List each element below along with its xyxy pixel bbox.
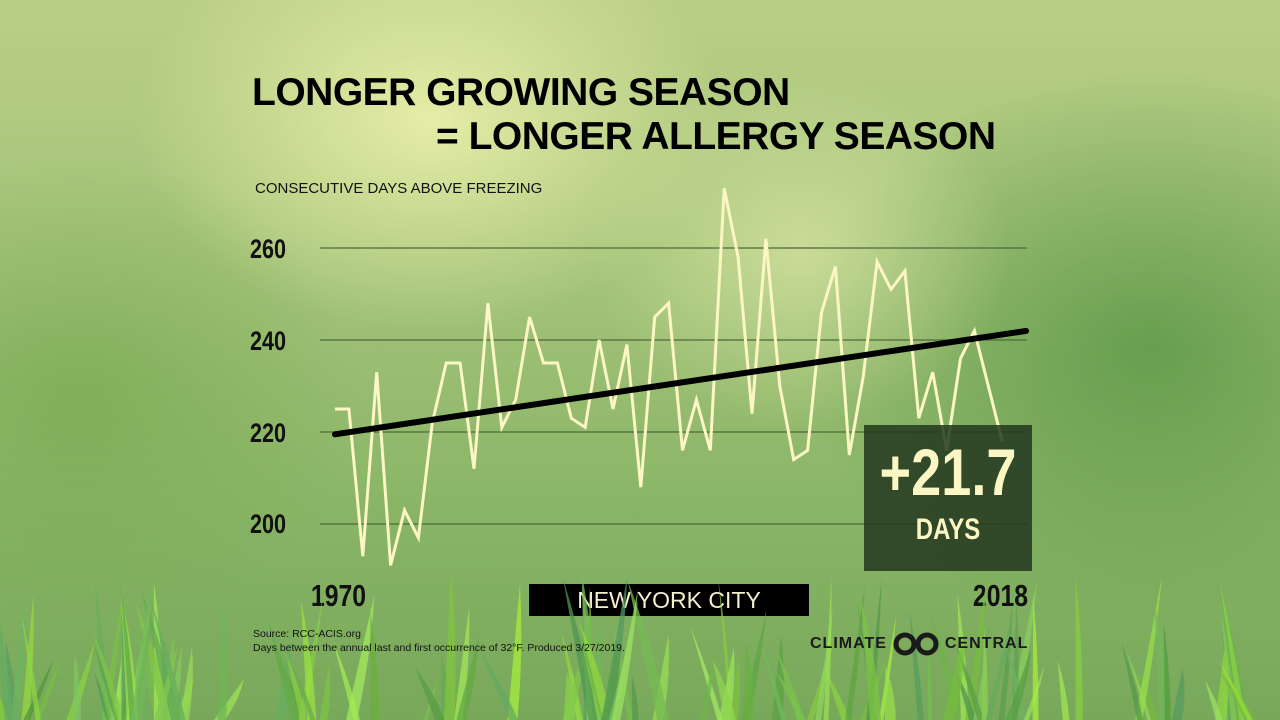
grass-blade — [92, 630, 125, 720]
grass-blade — [956, 672, 977, 720]
grass-blade — [627, 580, 669, 720]
grass-blade — [1057, 660, 1070, 720]
grass-blade — [909, 609, 924, 720]
grass-blade — [33, 656, 62, 720]
grass-blade — [285, 652, 308, 720]
grass-blade — [884, 665, 896, 720]
grass-blade — [10, 596, 26, 720]
grass-blade — [443, 572, 456, 720]
grass-blade — [72, 651, 81, 720]
grass-blade — [1219, 581, 1246, 720]
grass-blade — [479, 650, 519, 720]
trend-line — [332, 327, 1029, 438]
note-text: Days between the annual last and first o… — [253, 642, 625, 654]
logo-text-left: CLIMATE — [810, 635, 887, 652]
grass-blade — [415, 668, 445, 720]
grass-blade — [301, 600, 317, 720]
grass-blade — [290, 661, 316, 720]
climate-central-logo: CLIMATE CENTRAL — [810, 632, 1028, 656]
x-tick-label-start: 1970 — [310, 578, 367, 613]
grass-blade — [66, 639, 96, 720]
title-line-2: = LONGER ALLERGY SEASON — [436, 115, 996, 158]
grass-blade — [456, 635, 479, 720]
grass-blade — [23, 659, 54, 720]
grass-blade — [370, 611, 380, 720]
x-tick-label-end: 2018 — [972, 578, 1029, 613]
grass-blade — [563, 671, 576, 720]
grass-blade — [825, 671, 850, 720]
grass-blade — [217, 592, 228, 720]
callout-unit: DAYS — [915, 513, 981, 546]
grass-blade — [1215, 646, 1229, 720]
grass-blade — [1135, 668, 1160, 720]
grass-blade — [700, 643, 717, 720]
grass-blade — [985, 610, 1014, 720]
grass-blade — [561, 631, 584, 720]
grass-blade — [601, 576, 628, 720]
grass-blade — [690, 626, 723, 720]
grass-blade — [346, 595, 375, 720]
y-tick-label: 220 — [250, 418, 287, 448]
location-label: NEW YORK CITY — [529, 584, 809, 616]
grass-blade — [0, 623, 14, 720]
grass-blade — [332, 641, 360, 720]
logo-text-right: CENTRAL — [944, 635, 1029, 652]
grass-blade — [562, 577, 598, 720]
grass-blade — [579, 621, 613, 720]
grass-blade — [981, 625, 988, 720]
grass-blade — [319, 663, 331, 720]
change-callout: +21.7 DAYS — [864, 425, 1032, 571]
grass-blade — [1075, 575, 1083, 720]
series-line — [335, 187, 1004, 566]
grass-blade — [1005, 642, 1028, 720]
grass-blade — [153, 645, 178, 720]
grass-blade — [771, 635, 784, 720]
grass-blade — [861, 600, 882, 720]
grass-blade — [120, 583, 136, 720]
grass-blade — [878, 614, 897, 720]
grass-blade — [942, 625, 966, 720]
grass-blade — [1121, 642, 1144, 720]
source-text: Source: RCC-ACIS.org — [253, 628, 361, 640]
grass-blade — [777, 652, 805, 720]
grass-blade — [141, 590, 181, 720]
grass-blade — [631, 674, 639, 720]
title-line-1: LONGER GROWING SEASON — [252, 71, 790, 114]
grass-blade — [1172, 667, 1185, 720]
y-tick-label: 240 — [250, 326, 287, 356]
logo-rings-icon — [893, 632, 939, 656]
grass-blade — [1005, 649, 1032, 720]
grass-blade — [1218, 660, 1253, 720]
grass-blade — [927, 644, 933, 720]
y-tick-label: 200 — [250, 509, 287, 539]
y-axis-label: CONSECUTIVE DAYS ABOVE FREEZING — [255, 180, 543, 197]
callout-value: +21.7 — [879, 435, 1017, 509]
y-tick-label: 260 — [250, 234, 287, 264]
grass-blade — [823, 576, 832, 720]
grass-blade — [179, 647, 193, 720]
grass-blade — [1032, 595, 1039, 720]
grass-blade — [130, 578, 151, 720]
grass-blade — [507, 583, 522, 720]
grass-blade — [1204, 679, 1223, 720]
grass-blade — [1163, 621, 1171, 720]
grass-blade — [21, 613, 41, 720]
grass-blade — [611, 589, 638, 720]
grass-blade — [742, 642, 754, 720]
grass-blade — [759, 637, 786, 720]
grass-blade — [149, 597, 186, 720]
grass-blade — [267, 617, 300, 720]
grass-blade — [712, 659, 736, 720]
